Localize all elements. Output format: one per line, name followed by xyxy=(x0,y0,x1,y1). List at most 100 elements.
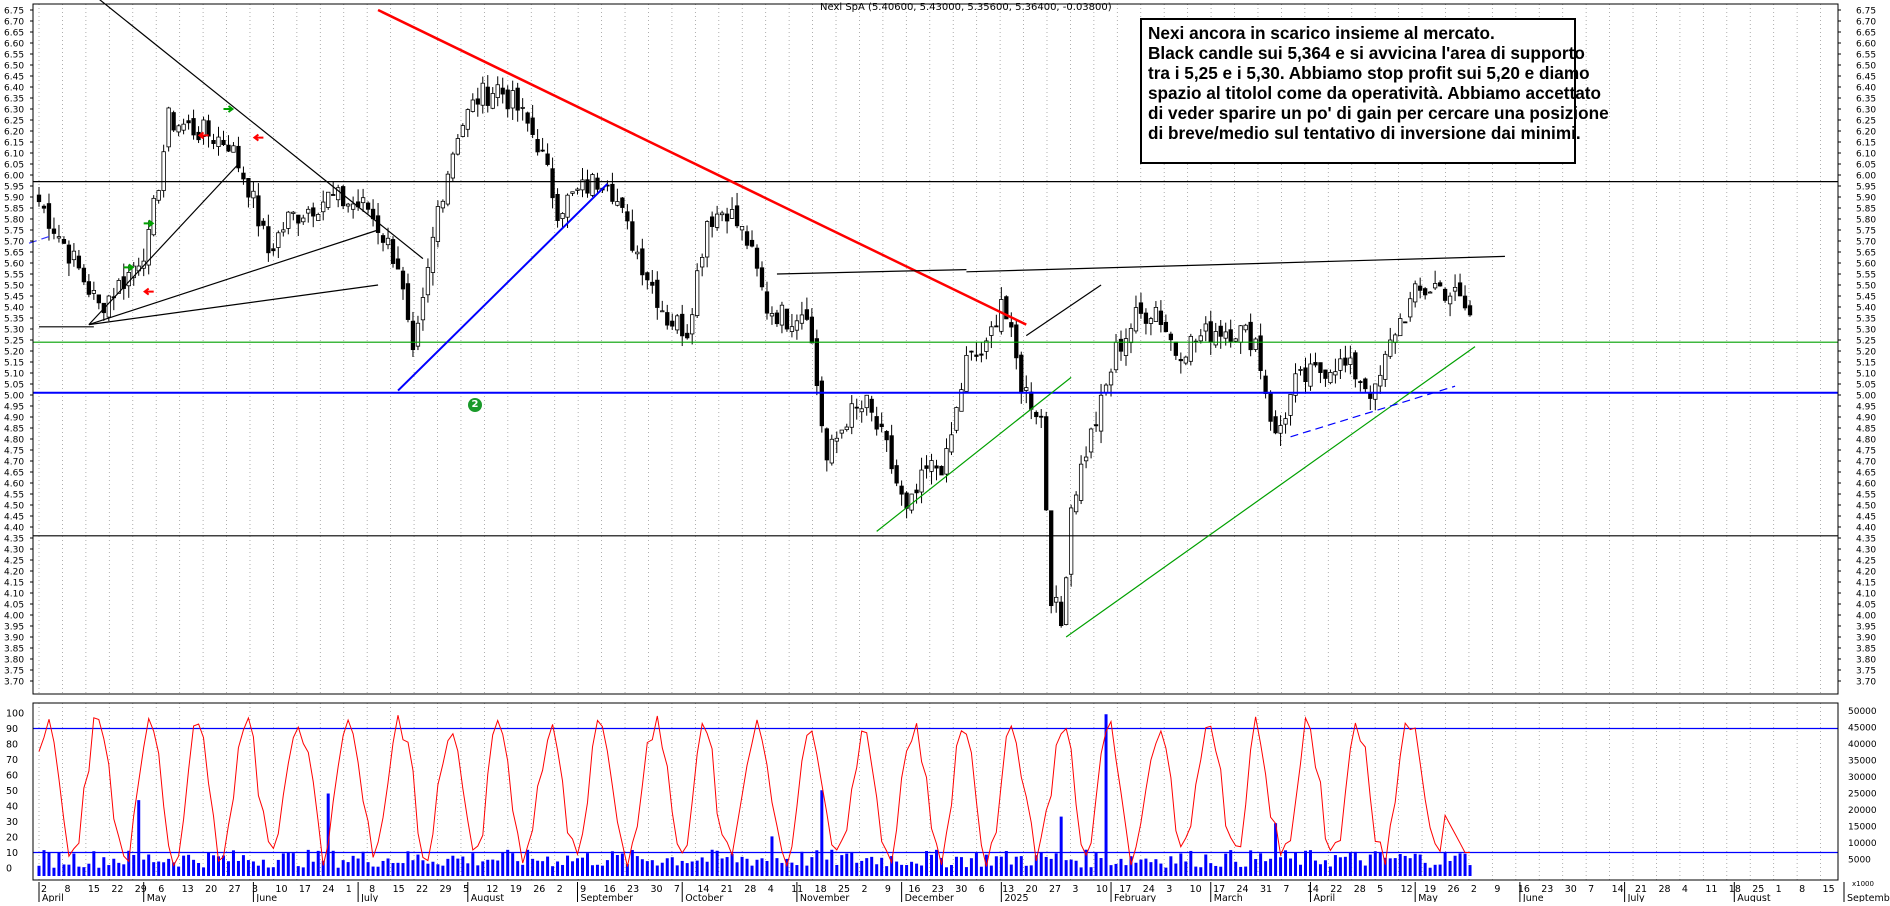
candle-body xyxy=(181,123,186,131)
y-tick-label-left: 3.95 xyxy=(4,623,24,633)
x-tick-label: 1 xyxy=(346,884,352,895)
candle-body xyxy=(655,279,660,308)
candle-body xyxy=(490,93,495,109)
x-month-label: September xyxy=(1847,893,1890,902)
x-tick-label: 24 xyxy=(1143,884,1155,895)
x-tick-label: 13 xyxy=(1002,884,1014,895)
y-tick-label-right: 5.30 xyxy=(1856,326,1876,336)
volume-tick-label: 45000 xyxy=(1848,724,1877,734)
candle-body xyxy=(779,304,785,326)
candle-body xyxy=(1113,341,1119,371)
candle-body xyxy=(186,120,191,124)
x-tick-label: 9 xyxy=(885,884,891,895)
candle-body xyxy=(1108,371,1114,386)
candle-body xyxy=(1398,318,1403,337)
candle-body xyxy=(754,247,760,269)
candle-body xyxy=(1283,418,1288,425)
y-tick-label-left: 5.30 xyxy=(4,326,24,336)
oscillator-tick-label: 50 xyxy=(6,786,18,797)
x-tick-label: 22 xyxy=(111,884,123,895)
y-tick-label-right: 6.75 xyxy=(1856,7,1876,17)
oscillator-tick-label: 100 xyxy=(6,709,24,720)
x-tick-label: 27 xyxy=(1049,884,1061,895)
y-tick-label-right: 3.95 xyxy=(1856,623,1876,633)
x-tick-label: 25 xyxy=(838,884,850,895)
x-tick-label: 8 xyxy=(369,884,375,895)
volume-tick-label: 10000 xyxy=(1848,839,1877,849)
candle-body xyxy=(889,435,894,470)
candle-body xyxy=(1253,338,1258,350)
x-tick-label: 23 xyxy=(932,884,944,895)
candle-body xyxy=(395,258,401,270)
candle-body xyxy=(645,272,650,281)
y-tick-label-left: 6.40 xyxy=(4,84,24,94)
y-tick-label-right: 4.70 xyxy=(1856,458,1876,468)
x-tick-label: 3 xyxy=(252,884,258,895)
x-tick-label: 25 xyxy=(1752,884,1764,895)
candle-body xyxy=(1123,338,1129,356)
candle-body xyxy=(171,112,176,131)
candle-body xyxy=(665,312,670,326)
y-tick-label-left: 3.80 xyxy=(4,656,24,666)
x-tick-label: 18 xyxy=(1729,884,1741,895)
candle-body xyxy=(146,229,151,266)
candle-body xyxy=(700,257,705,268)
candle-body xyxy=(685,332,690,339)
y-tick-label-left: 6.55 xyxy=(4,51,24,61)
y-tick-label-left: 4.05 xyxy=(4,601,24,611)
x-tick-label: 17 xyxy=(1119,884,1131,895)
candle-body xyxy=(1203,323,1208,332)
volume-tick-label: 20000 xyxy=(1848,806,1877,816)
candle-body xyxy=(1228,329,1233,342)
y-tick-label-left: 5.60 xyxy=(4,260,24,270)
candle-body xyxy=(106,295,111,318)
candle-body xyxy=(924,465,929,469)
candle-body xyxy=(525,112,530,124)
candle-body xyxy=(1004,296,1009,320)
x-tick-label: 11 xyxy=(1705,884,1717,895)
candle-body xyxy=(1418,285,1423,291)
candle-body xyxy=(680,313,685,337)
y-tick-label-left: 6.50 xyxy=(4,62,24,72)
y-tick-label-right: 6.55 xyxy=(1856,51,1876,61)
y-tick-label-right: 5.65 xyxy=(1856,249,1876,259)
candle-body xyxy=(420,297,426,321)
candle-body xyxy=(1457,282,1463,297)
candle-body xyxy=(575,188,580,191)
candle-body xyxy=(695,270,700,316)
x-tick-label: 4 xyxy=(768,884,774,895)
candle-body xyxy=(1462,295,1468,309)
y-tick-label-left: 5.40 xyxy=(4,304,24,314)
candle-body xyxy=(1208,321,1213,343)
oscillator-tick-label: 60 xyxy=(6,771,18,782)
x-tick-label: 1 xyxy=(1776,884,1782,895)
x-tick-label: 22 xyxy=(416,884,428,895)
candle-body xyxy=(1093,424,1099,427)
y-tick-label-left: 6.10 xyxy=(4,150,24,160)
candle-body xyxy=(545,153,550,165)
candle-body xyxy=(1378,374,1383,387)
x-month-label: May xyxy=(147,893,167,902)
y-tick-label-right: 5.05 xyxy=(1856,381,1876,391)
candle-body xyxy=(1128,328,1134,344)
candle-body xyxy=(939,465,944,476)
candle-body xyxy=(1024,387,1029,391)
candle-body xyxy=(331,194,336,196)
trendline xyxy=(88,284,379,326)
candle-body xyxy=(465,109,470,130)
candle-body xyxy=(1078,463,1084,501)
oscillator-tick-label: 30 xyxy=(6,817,18,828)
candle-body xyxy=(590,174,595,196)
candle-body xyxy=(201,119,206,138)
y-tick-label-right: 6.15 xyxy=(1856,139,1876,149)
candle-body xyxy=(749,239,755,247)
y-tick-label-right: 5.85 xyxy=(1856,205,1876,215)
candle-body xyxy=(236,145,241,169)
x-tick-label: 16 xyxy=(604,884,616,895)
y-tick-label-left: 5.50 xyxy=(4,282,24,292)
candle-body xyxy=(1103,384,1109,393)
candle-body xyxy=(1064,577,1069,625)
candle-body xyxy=(535,139,540,153)
x-tick-label: 19 xyxy=(1424,884,1436,895)
x-tick-label: 19 xyxy=(510,884,522,895)
